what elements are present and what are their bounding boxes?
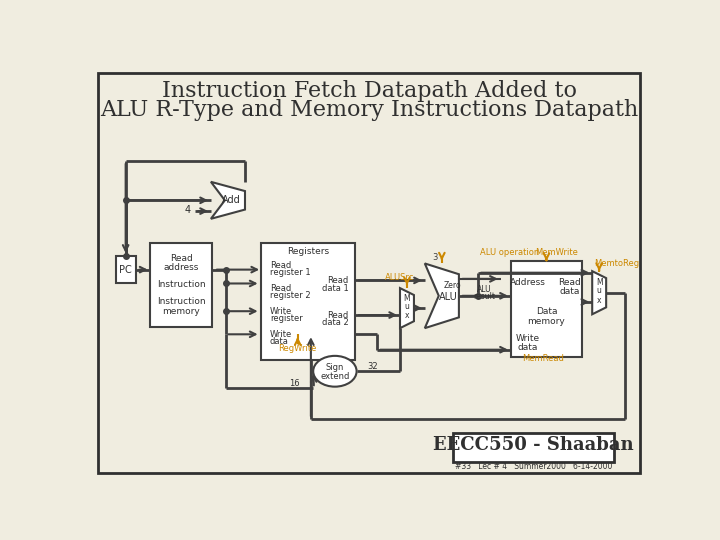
Text: result: result <box>474 292 495 301</box>
Text: M: M <box>596 278 603 287</box>
Text: Read: Read <box>170 254 193 264</box>
Text: MemtoReg: MemtoReg <box>594 259 639 268</box>
Text: PC: PC <box>120 265 132 275</box>
Text: MemRead: MemRead <box>523 354 564 363</box>
Text: x: x <box>597 296 601 305</box>
Polygon shape <box>425 264 459 328</box>
Bar <box>116 256 136 284</box>
Text: #33   Lec # 4   Summer2000   6-14-2000: #33 Lec # 4 Summer2000 6-14-2000 <box>454 462 612 471</box>
Text: u: u <box>597 286 602 295</box>
Text: 16: 16 <box>289 379 300 388</box>
Text: ALU: ALU <box>438 292 457 302</box>
Bar <box>510 261 582 357</box>
Text: u: u <box>405 302 410 311</box>
Polygon shape <box>593 271 606 314</box>
Text: Write: Write <box>270 330 292 339</box>
Text: Instruction Fetch Datapath Added to: Instruction Fetch Datapath Added to <box>161 80 577 102</box>
Text: EECC550 - Shaaban: EECC550 - Shaaban <box>433 436 634 454</box>
Text: data: data <box>559 287 580 296</box>
Polygon shape <box>400 288 414 328</box>
Text: 4: 4 <box>184 205 191 214</box>
Text: register: register <box>270 314 302 323</box>
Ellipse shape <box>313 356 356 387</box>
Text: ALU R-Type and Memory Instructions Datapath: ALU R-Type and Memory Instructions Datap… <box>100 99 638 120</box>
Text: Instruction: Instruction <box>157 280 206 289</box>
Text: Read: Read <box>270 284 291 293</box>
Text: Write: Write <box>270 307 292 316</box>
Text: register 1: register 1 <box>270 268 310 277</box>
Text: Sign: Sign <box>325 363 344 372</box>
Text: data: data <box>270 338 289 347</box>
Text: data 2: data 2 <box>322 318 349 327</box>
Text: MemWrite: MemWrite <box>536 248 578 257</box>
Polygon shape <box>211 182 245 219</box>
Text: Read: Read <box>328 310 349 320</box>
Text: ALU operation: ALU operation <box>480 248 539 257</box>
Text: x: x <box>405 312 409 320</box>
Text: Zero: Zero <box>444 280 462 289</box>
Bar <box>150 244 212 327</box>
Text: data 1: data 1 <box>322 284 349 293</box>
Text: address: address <box>163 263 199 272</box>
Text: register 2: register 2 <box>270 291 310 300</box>
Text: Registers: Registers <box>287 247 329 255</box>
Bar <box>453 433 614 462</box>
Text: Read: Read <box>270 260 291 269</box>
Text: Data: Data <box>536 307 557 316</box>
Text: Read: Read <box>558 278 581 287</box>
Text: M: M <box>404 294 410 303</box>
Text: Instruction: Instruction <box>157 298 206 307</box>
Bar <box>261 244 355 361</box>
Text: 32: 32 <box>367 362 378 371</box>
Text: ALUSrc: ALUSrc <box>385 273 415 282</box>
Text: ALU: ALU <box>477 285 492 294</box>
Text: Address: Address <box>510 278 546 287</box>
Text: Write: Write <box>516 334 540 343</box>
Text: data: data <box>518 343 538 352</box>
Text: memory: memory <box>528 316 565 326</box>
Text: Read: Read <box>328 276 349 285</box>
Text: extend: extend <box>320 372 350 381</box>
Text: Add: Add <box>222 195 240 205</box>
Text: memory: memory <box>163 307 200 316</box>
Text: 3: 3 <box>432 253 437 262</box>
Text: RegWrite: RegWrite <box>279 343 317 353</box>
